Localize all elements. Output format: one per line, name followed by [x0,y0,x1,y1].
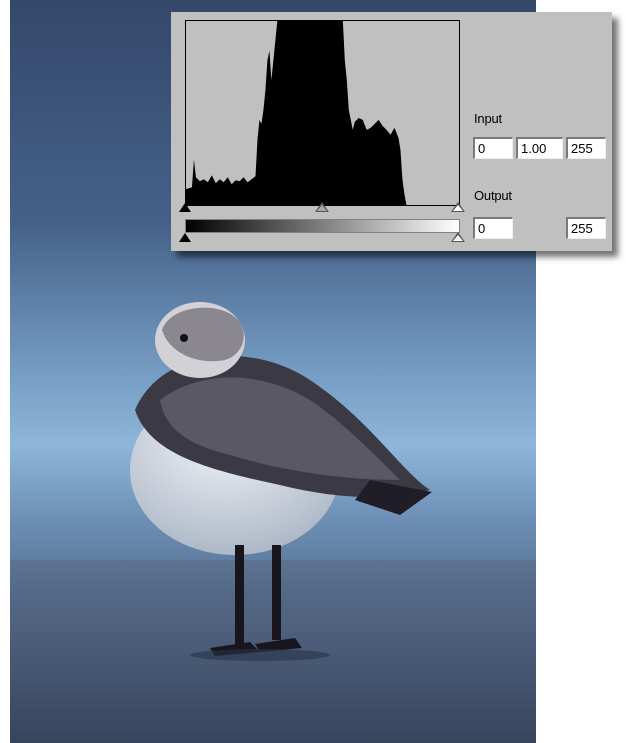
input-black-point-handle[interactable] [179,203,191,212]
output-white-point-handle[interactable] [451,232,465,242]
histogram [185,20,460,206]
input-gamma-handle[interactable] [315,202,329,212]
output-white-field[interactable] [566,217,606,239]
input-label: Input [474,111,502,126]
output-black-point-handle[interactable] [179,233,191,242]
histogram-graph [186,21,407,205]
histogram-fill [186,21,407,205]
output-gradient-bar [185,219,460,233]
levels-dialog: Input Output [171,12,612,251]
input-white-point-handle[interactable] [451,202,465,212]
input-white-field[interactable] [566,137,606,159]
output-label: Output [474,188,512,203]
input-levels-slider[interactable] [179,201,466,215]
output-black-field[interactable] [473,217,513,239]
input-black-field[interactable] [473,137,513,159]
input-gamma-field[interactable] [516,137,563,159]
output-levels-slider[interactable] [179,231,466,245]
